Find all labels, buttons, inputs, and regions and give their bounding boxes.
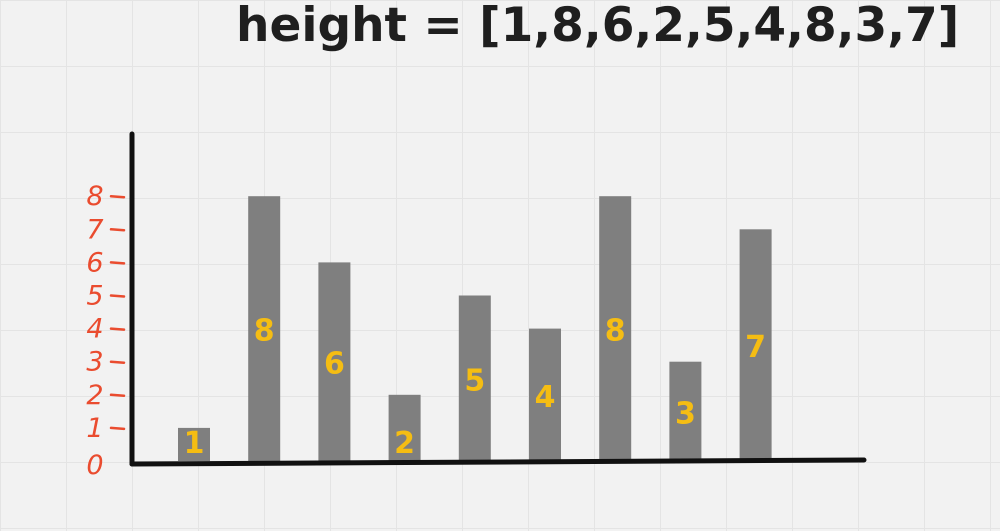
y-tick-mark xyxy=(109,360,126,364)
bar-4 xyxy=(388,394,421,461)
x-axis xyxy=(129,457,867,467)
y-tick-label: 2 xyxy=(86,380,103,411)
bar-6 xyxy=(529,328,561,461)
bar-data-label: 1 xyxy=(184,426,205,461)
y-tick-label: 6 xyxy=(86,247,103,278)
bar-1 xyxy=(178,427,210,461)
y-tick-mark xyxy=(109,393,126,398)
bar-9 xyxy=(739,229,772,461)
bar-5 xyxy=(458,295,491,461)
bar-data-label: 8 xyxy=(605,314,626,349)
bar-data-label: 8 xyxy=(254,314,275,349)
y-tick-mark xyxy=(109,228,126,232)
y-tick-mark xyxy=(109,194,126,199)
bar-2 xyxy=(248,196,281,461)
y-tick-mark xyxy=(109,261,126,265)
y-tick-label: 8 xyxy=(86,181,103,212)
bar-data-label: 7 xyxy=(745,330,766,365)
bar-data-label: 3 xyxy=(675,396,696,431)
page-title: height = [1,8,6,2,5,4,8,3,7] xyxy=(236,0,960,53)
y-tick-label: 1 xyxy=(86,413,103,444)
bar-8 xyxy=(669,361,702,461)
y-tick-mark xyxy=(109,426,126,431)
bar-data-label: 6 xyxy=(324,347,345,382)
y-tick-label: 3 xyxy=(86,347,103,378)
bar-data-label: 4 xyxy=(535,380,556,415)
bar-data-label: 2 xyxy=(394,426,415,461)
y-tick-label: 0 xyxy=(86,450,103,481)
bar-labels-group: 1 8 6 2 5 4 8 3 7 xyxy=(184,314,766,461)
bar-7 xyxy=(599,196,632,461)
y-tick-label: 7 xyxy=(86,214,103,245)
y-tick-label: 5 xyxy=(86,281,103,312)
bar-data-label: 5 xyxy=(464,363,485,398)
y-tick-label: 4 xyxy=(86,314,103,345)
y-tick-mark xyxy=(109,294,126,298)
bars-group xyxy=(178,196,772,461)
y-tick-mark xyxy=(109,327,126,331)
bar-3 xyxy=(318,262,351,461)
